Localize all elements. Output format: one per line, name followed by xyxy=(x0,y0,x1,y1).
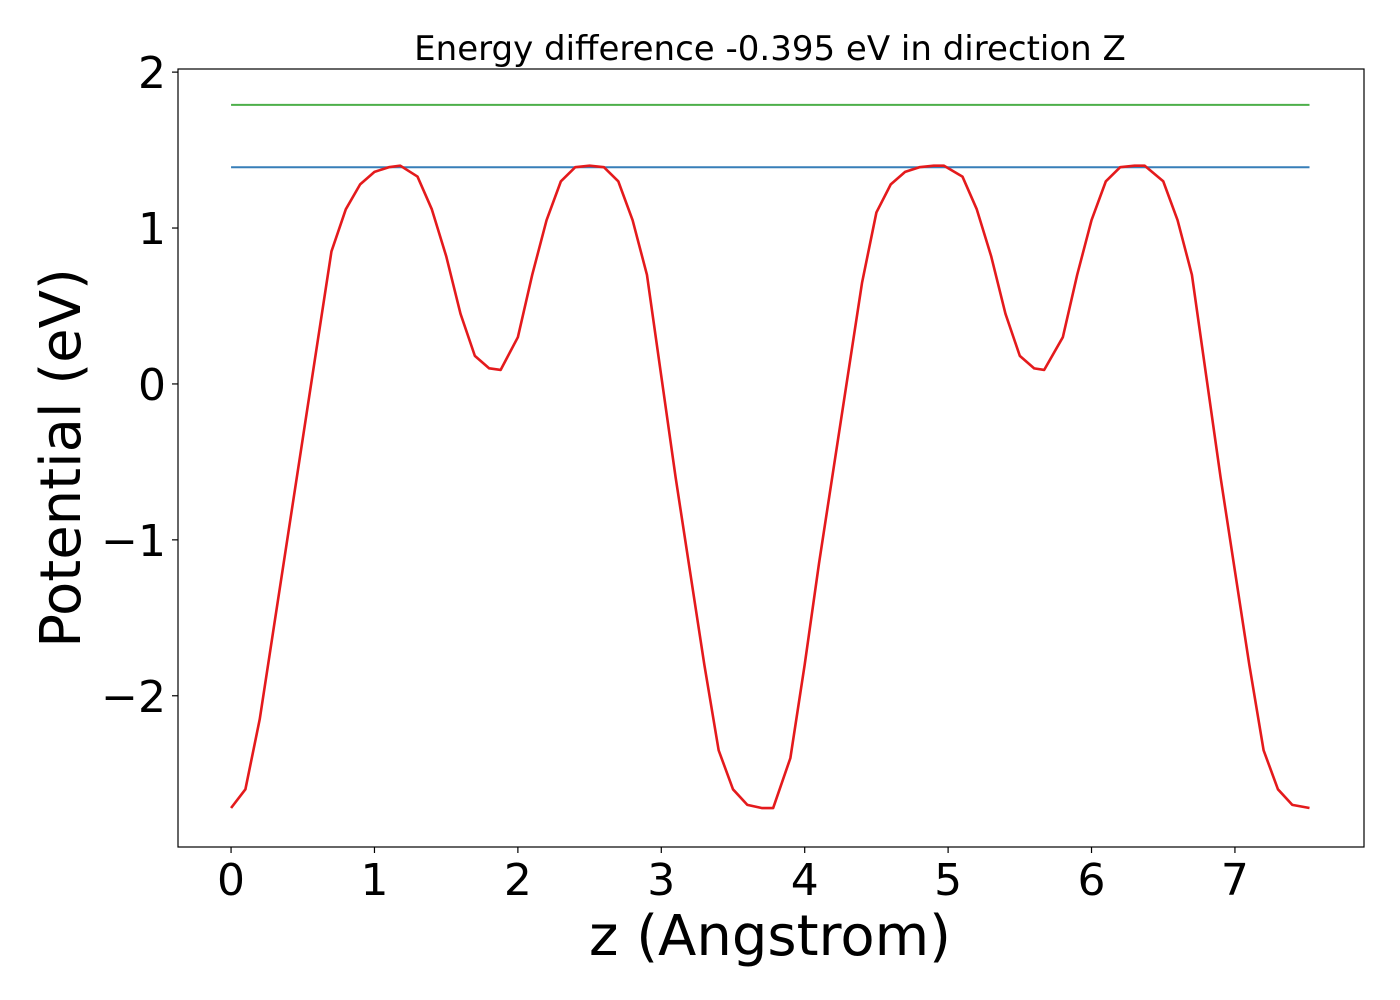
chart-title: Energy difference -0.395 eV in direction… xyxy=(414,29,1126,69)
y-tick-label: −1 xyxy=(101,516,166,567)
x-axis-label: z (Angstrom) xyxy=(589,904,951,969)
x-tick-label: 7 xyxy=(1221,855,1249,906)
y-tick-label: 2 xyxy=(138,48,166,99)
y-axis-ticks: 2 1 0 −1 −2 xyxy=(101,48,178,723)
x-tick-label: 3 xyxy=(647,855,675,906)
x-tick-label: 0 xyxy=(217,855,245,906)
x-tick-label: 6 xyxy=(1078,855,1106,906)
x-tick-label: 1 xyxy=(360,855,388,906)
series-line-3 xyxy=(230,164,1310,810)
y-axis-label: Potential (eV) xyxy=(29,268,94,648)
y-tick-label: −2 xyxy=(101,672,166,723)
x-tick-label: 2 xyxy=(504,855,532,906)
series-layer xyxy=(230,103,1310,810)
y-tick-label: 0 xyxy=(138,360,166,411)
y-tick-label: 1 xyxy=(138,204,166,255)
x-tick-label: 5 xyxy=(934,855,962,906)
plot-frame xyxy=(177,68,1365,848)
x-tick-label: 4 xyxy=(791,855,819,906)
x-axis-ticks: 0 1 2 3 4 5 6 7 xyxy=(217,847,1249,906)
